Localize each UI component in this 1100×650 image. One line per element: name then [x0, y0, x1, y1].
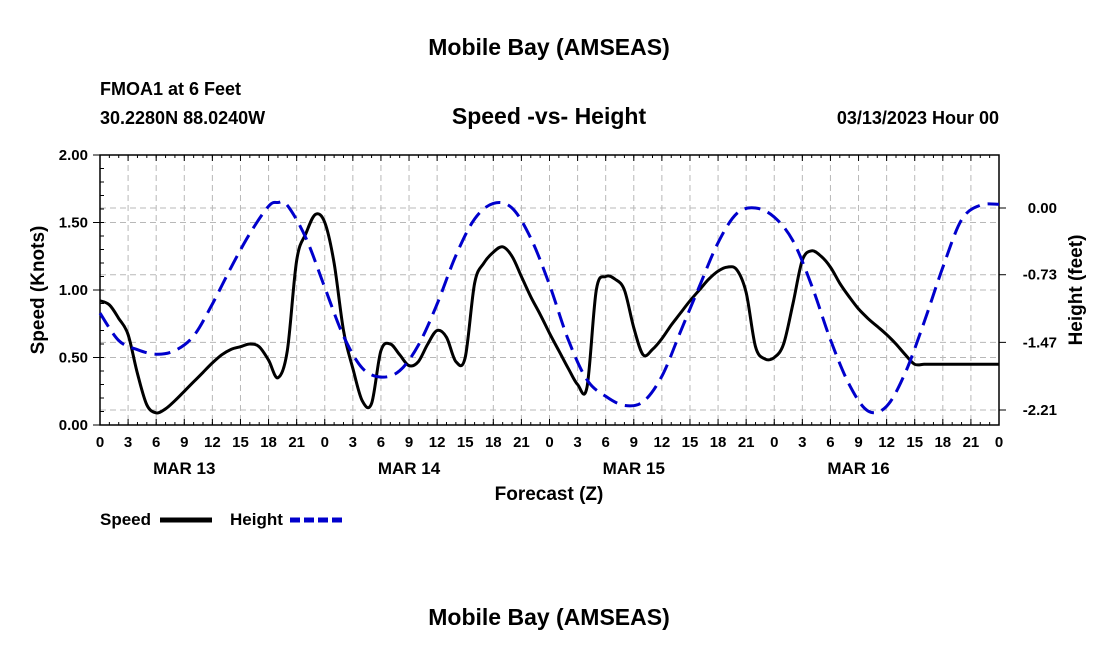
grid-lines	[100, 155, 999, 425]
x-tick-label: 9	[180, 434, 188, 451]
day-label: MAR 15	[603, 459, 665, 478]
y2-tick-label: 0.00	[1028, 200, 1057, 217]
legend: Speed Height	[100, 510, 342, 529]
x-axis-label: Forecast (Z)	[495, 484, 604, 505]
x-tick-label: 6	[377, 434, 385, 451]
y2-tick-label: -2.21	[1023, 402, 1057, 419]
x-tick-label: 21	[738, 434, 755, 451]
day-label: MAR 14	[378, 459, 441, 478]
x-tick-label: 6	[152, 434, 160, 451]
y-tick-label: 2.00	[59, 147, 88, 164]
x-tick-label: 12	[654, 434, 671, 451]
y-tick-label: 1.50	[59, 215, 88, 232]
x-tick-label: 21	[963, 434, 980, 451]
legend-height-label: Height	[230, 510, 283, 529]
x-tick-label: 9	[630, 434, 638, 451]
axis-ticks	[93, 154, 1006, 426]
x-tick-label: 12	[204, 434, 221, 451]
x-tick-label: 6	[602, 434, 610, 451]
x-tick-label: 18	[260, 434, 277, 451]
x-tick-label: 15	[457, 434, 474, 451]
y2-axis-label: Height (feet)	[1066, 235, 1087, 346]
x-tick-label: 3	[573, 434, 581, 451]
x-tick-label: 3	[349, 434, 357, 451]
footer-title: Mobile Bay (AMSEAS)	[428, 604, 670, 630]
y-tick-label: 1.00	[59, 282, 88, 299]
x-tick-label: 6	[826, 434, 834, 451]
y2-tick-label: -0.73	[1023, 267, 1057, 284]
coords-label: 30.2280N 88.0240W	[100, 108, 265, 128]
station-label: FMOA1 at 6 Feet	[100, 79, 241, 99]
y-tick-label: 0.50	[59, 350, 88, 367]
x-tick-label: 18	[485, 434, 502, 451]
series-group	[98, 200, 1000, 415]
x-tick-label: 0	[321, 434, 329, 451]
x-tick-label: 0	[96, 434, 104, 451]
tick-labels: 0 3 6 9 12 15 18 21 0 3 6 9 12 15 18 21 0 3 6 9 12 15 18 21 0 3 6 9…	[59, 147, 1057, 478]
y-tick-label: 0.00	[59, 417, 88, 434]
x-tick-label: 0	[545, 434, 553, 451]
x-tick-label: 18	[710, 434, 727, 451]
day-label: MAR 13	[153, 459, 215, 478]
x-tick-label: 12	[878, 434, 895, 451]
day-label: MAR 16	[827, 459, 889, 478]
y-axis-label: Speed (Knots)	[28, 226, 49, 355]
y2-tick-label: -1.47	[1023, 334, 1057, 351]
x-tick-label: 12	[429, 434, 446, 451]
x-tick-label: 18	[934, 434, 951, 451]
x-tick-label: 15	[232, 434, 249, 451]
x-tick-label: 0	[995, 434, 1003, 451]
x-tick-label: 3	[798, 434, 806, 451]
x-tick-label: 9	[405, 434, 413, 451]
x-tick-label: 15	[682, 434, 699, 451]
datetime-label: 03/13/2023 Hour 00	[837, 108, 999, 128]
x-tick-label: 21	[513, 434, 530, 451]
x-tick-label: 0	[770, 434, 778, 451]
x-tick-label: 21	[288, 434, 305, 451]
speed-series-line	[99, 212, 999, 415]
x-tick-label: 3	[124, 434, 132, 451]
x-tick-label: 9	[854, 434, 862, 451]
legend-speed-label: Speed	[100, 510, 151, 529]
chart-title: Mobile Bay (AMSEAS)	[428, 34, 670, 60]
chart-subtitle: Speed -vs- Height	[452, 103, 647, 129]
x-tick-label: 15	[906, 434, 923, 451]
